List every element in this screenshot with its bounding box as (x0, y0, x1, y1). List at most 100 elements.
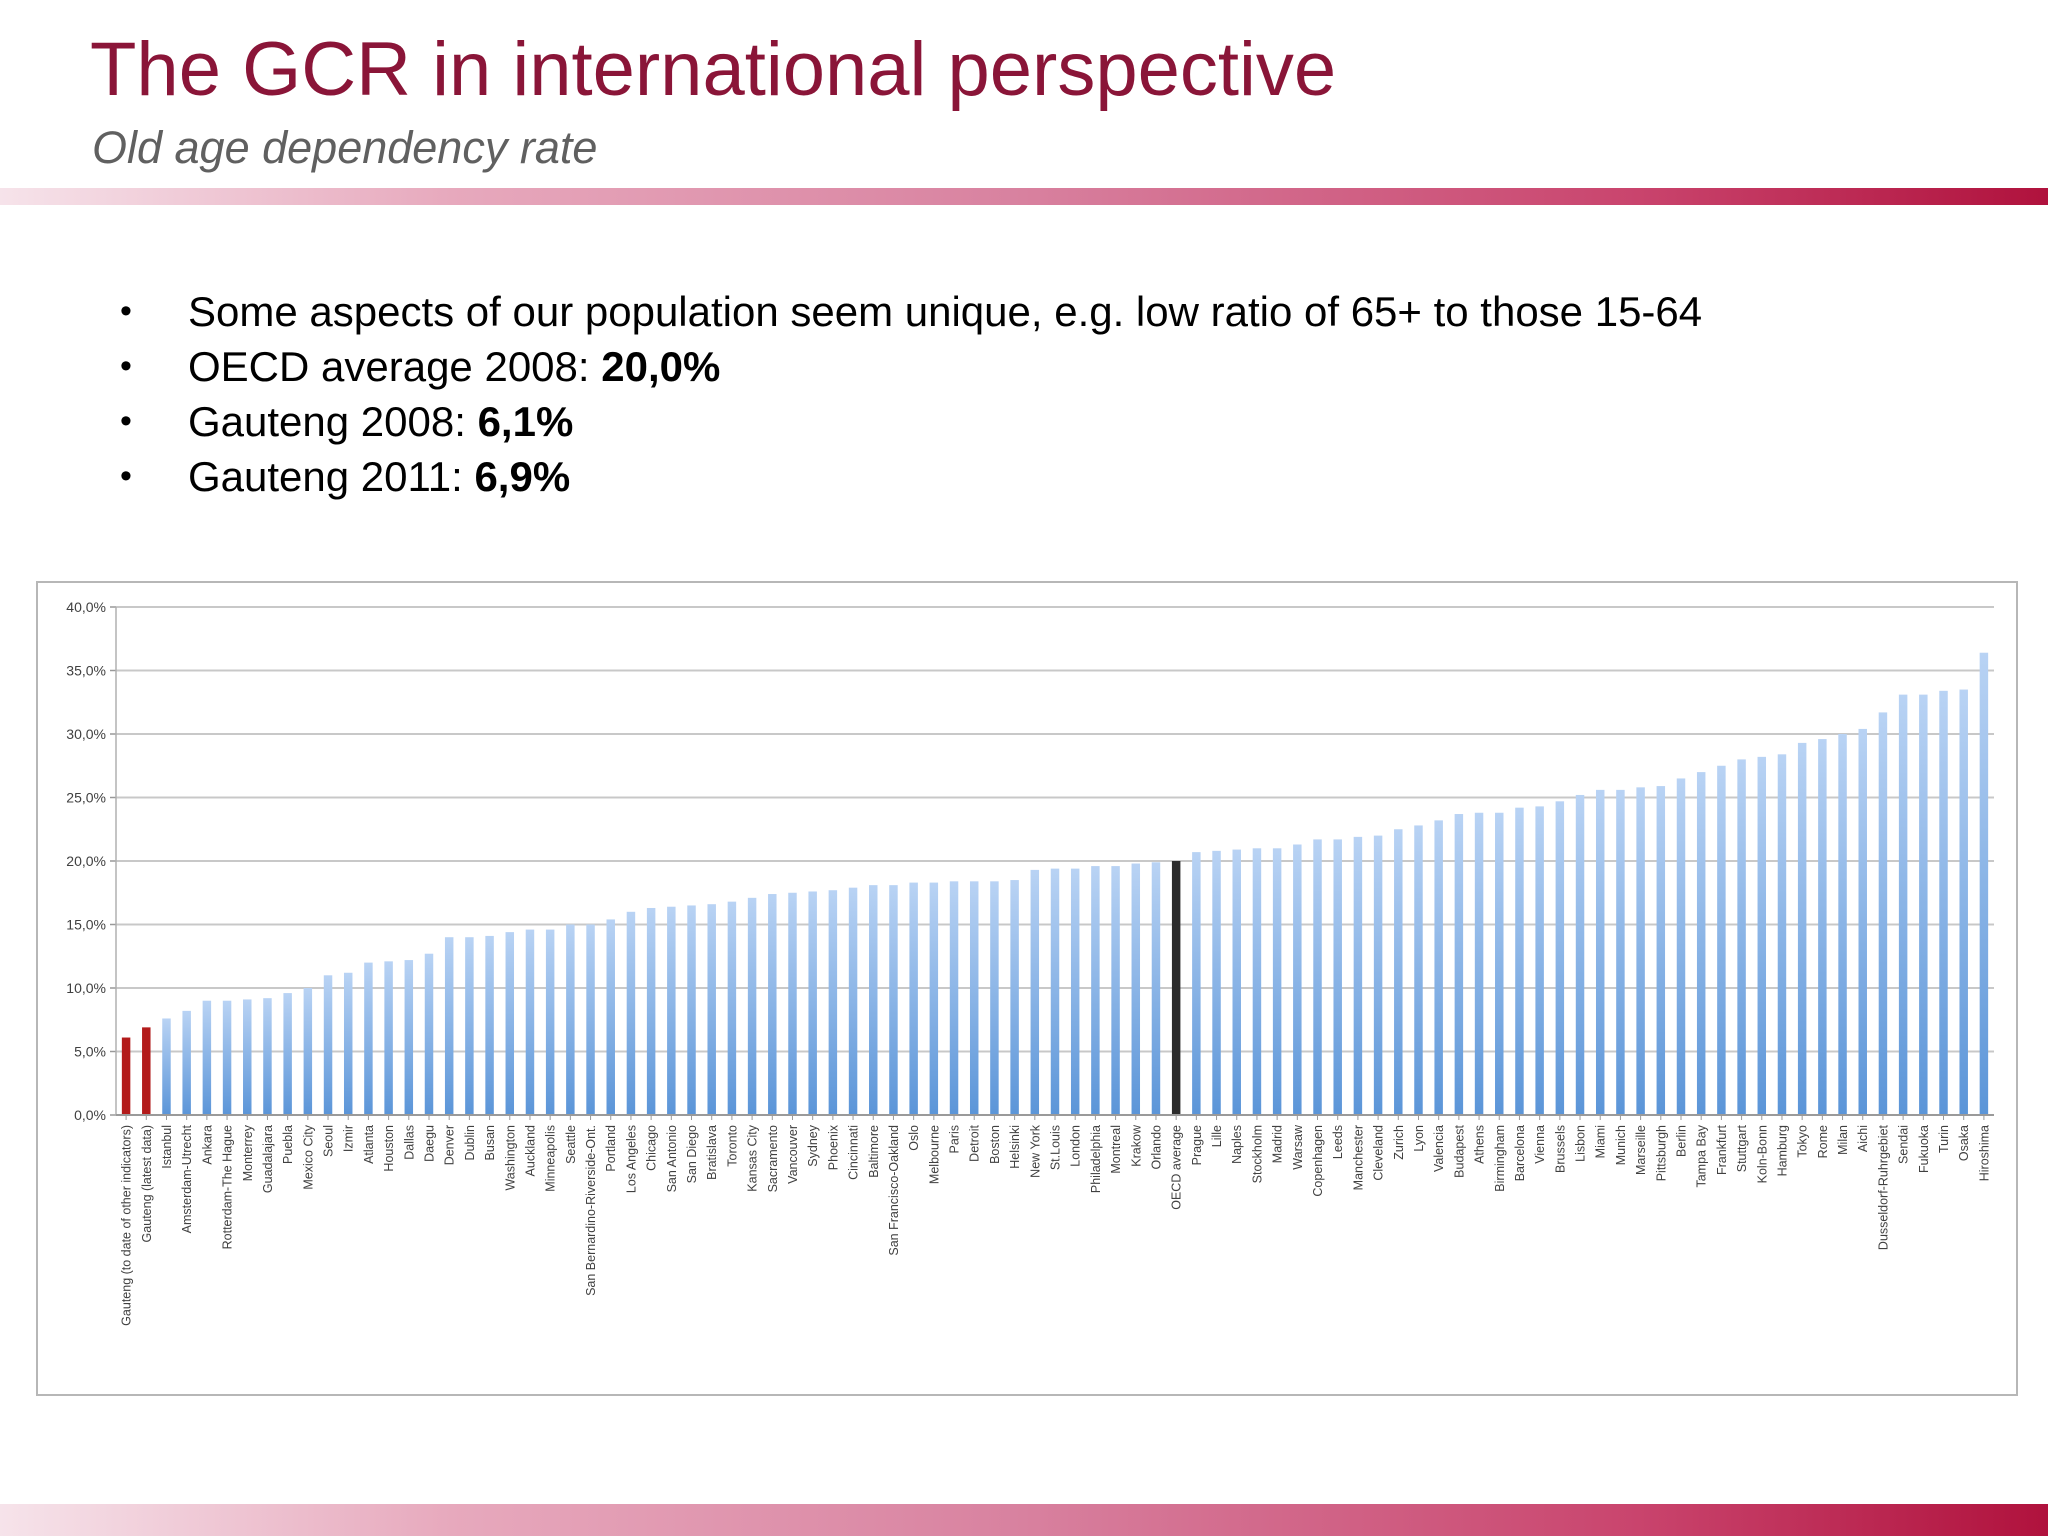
x-tick-label: Prague (1190, 1125, 1204, 1165)
x-tick-label: Dublin (463, 1125, 477, 1160)
x-tick-label: New York (1028, 1124, 1042, 1178)
x-tick-label: Dusseldorf-Ruhrgebiet (1876, 1124, 1890, 1250)
bar (1353, 836, 1363, 1115)
bar (1434, 820, 1443, 1115)
bar (1050, 868, 1060, 1115)
bar (1757, 756, 1767, 1115)
x-tick-label: Naples (1230, 1125, 1244, 1164)
bar (1414, 825, 1423, 1115)
bar (1293, 844, 1302, 1115)
x-tick-label: Vienna (1533, 1125, 1547, 1164)
bar (1192, 852, 1201, 1115)
bar (566, 924, 575, 1115)
bar (545, 929, 555, 1115)
bar (1131, 863, 1141, 1115)
bar (1373, 835, 1383, 1115)
x-tick-label: Stockholm (1250, 1125, 1264, 1183)
bar (889, 885, 898, 1115)
bar (1070, 868, 1080, 1115)
bullet-dot-icon: • (120, 457, 132, 495)
bullet-dot-icon: • (120, 402, 132, 440)
bar (1091, 866, 1100, 1115)
y-tick-label: 40,0% (66, 599, 106, 615)
y-tick-label: 15,0% (66, 917, 106, 933)
x-tick-label: Detroit (968, 1124, 982, 1161)
x-tick-label: Barcelona (1513, 1125, 1527, 1181)
bullet-value: 6,1% (477, 398, 574, 445)
y-tick-label: 35,0% (66, 663, 106, 679)
x-tick-label: Kansas City (746, 1124, 760, 1191)
bar (1313, 839, 1322, 1115)
bullet-item: • Gauteng 2011: 6,9% (120, 449, 1702, 504)
bar (323, 975, 333, 1115)
x-tick-label: San Francisco-Oakland (887, 1125, 901, 1256)
x-tick-label: Toronto (725, 1125, 739, 1167)
x-tick-label: Auckland (523, 1125, 537, 1176)
bar (1616, 789, 1625, 1115)
x-tick-label: Hiroshima (1977, 1125, 1991, 1181)
x-tick-label: Manchester (1351, 1125, 1365, 1190)
x-tick-label: Aichi (1856, 1125, 1870, 1152)
bar (1454, 814, 1464, 1115)
bullet-text: OECD average 2008: (188, 343, 602, 390)
bar (687, 905, 696, 1115)
x-tick-label: London (1069, 1125, 1083, 1167)
bar (343, 972, 353, 1115)
bar (1010, 880, 1019, 1115)
x-tick-label: Bratislava (705, 1125, 719, 1180)
y-tick-label: 30,0% (66, 726, 106, 742)
y-tick-label: 0,0% (74, 1107, 106, 1123)
bar (1111, 866, 1120, 1115)
bullet-list: • Some aspects of our population seem uni… (120, 284, 1702, 504)
bullet-text: Some aspects of our population seem uniq… (188, 288, 1703, 335)
bar (1030, 869, 1040, 1115)
x-tick-label: Budapest (1452, 1124, 1466, 1177)
bar (1575, 794, 1585, 1115)
x-tick-label: Istanbul (160, 1125, 174, 1169)
bar (303, 988, 313, 1115)
x-tick-label: Baltimore (867, 1125, 881, 1178)
x-tick-label: Dallas (402, 1125, 416, 1160)
x-tick-label: Busan (483, 1125, 497, 1160)
bar (1535, 806, 1544, 1115)
x-tick-label: Marseille (1634, 1125, 1648, 1175)
bar (1979, 652, 1989, 1115)
bar (848, 887, 858, 1115)
bar (768, 894, 777, 1115)
x-tick-label: Munich (1614, 1125, 1628, 1165)
x-tick-label: Pittsburgh (1654, 1125, 1668, 1181)
bar (444, 937, 454, 1115)
bar (1171, 861, 1181, 1115)
bar (1151, 862, 1161, 1115)
x-tick-label: Gauteng (latest data) (140, 1125, 154, 1242)
x-tick-label: Valencia (1432, 1125, 1446, 1172)
bar (828, 890, 838, 1115)
x-tick-label: Orlando (1149, 1125, 1163, 1170)
x-tick-label: Sacramento (766, 1125, 780, 1192)
x-tick-label: Cincinnati (847, 1125, 861, 1180)
bar (485, 935, 494, 1115)
x-tick-label: Lille (1210, 1125, 1224, 1147)
bar (364, 962, 373, 1115)
x-tick-label: Washington (503, 1125, 517, 1191)
bullet-text: Gauteng 2011: (188, 453, 475, 500)
bar (1858, 728, 1867, 1115)
bar (667, 906, 676, 1115)
x-tick-label: Minneapolis (544, 1125, 558, 1192)
bar (1818, 739, 1827, 1115)
x-tick-label: Athens (1473, 1125, 1487, 1164)
bar (1676, 778, 1686, 1115)
x-tick-label: Fukuoka (1917, 1125, 1931, 1173)
x-tick-label: Mexico City (301, 1124, 315, 1189)
x-tick-label: San Antonio (665, 1125, 679, 1192)
x-tick-label: Sendai (1897, 1125, 1911, 1164)
bullet-value: 6,9% (474, 453, 571, 500)
x-tick-label: Miami (1594, 1125, 1608, 1158)
x-tick-label: Los Angeles (624, 1125, 638, 1193)
bar (384, 961, 393, 1115)
x-tick-label: Brussels (1553, 1125, 1567, 1173)
chart-frame: 0,0% 5,0% 10,0% 15,0% 20,0% 25,0% 30,0% 35,0% 40… (36, 581, 2018, 1396)
bar (808, 891, 817, 1115)
x-tick-label: Paris (948, 1125, 962, 1153)
bar (1878, 712, 1888, 1115)
